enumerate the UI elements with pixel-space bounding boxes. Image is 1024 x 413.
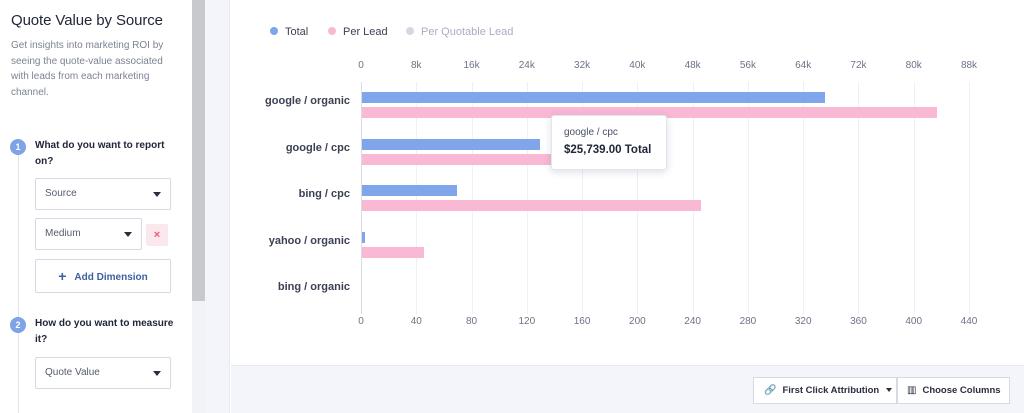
remove-dimension-button[interactable]: ×: [146, 224, 168, 246]
dimension-source-select[interactable]: Source: [35, 178, 171, 210]
bar-total-google-organic[interactable]: [362, 92, 825, 103]
step-2-title: How do you want to measure it?: [35, 318, 174, 345]
legend-label-per-lead: Per Lead: [343, 26, 388, 38]
chevron-down-icon: [153, 192, 161, 197]
scrollbar-thumb[interactable]: [192, 0, 205, 301]
chart-tooltip: google / cpc $25,739.00 Total: [551, 115, 667, 170]
top-axis-tick: 88k: [960, 60, 978, 71]
top-axis-tick: 32k: [574, 60, 591, 71]
bottom-axis-tick: 80: [465, 316, 478, 327]
step-1-title: What do you want to report on?: [35, 140, 165, 167]
step-1-badge: 1: [10, 139, 26, 155]
attribution-dropdown-button[interactable]: 🔗 First Click Attribution: [753, 377, 897, 404]
dimension-source-value: Source: [45, 188, 77, 199]
columns-icon: ▥: [907, 385, 917, 396]
legend-item-per-quotable-lead[interactable]: Per Quotable Lead: [406, 24, 513, 40]
choose-columns-button[interactable]: ▥ Choose Columns: [897, 377, 1010, 404]
chart-panel: [230, 0, 1024, 365]
top-axis-tick: 24k: [518, 60, 535, 71]
bottom-axis-tick: 120: [518, 316, 536, 327]
bottom-axis-tick: 240: [684, 316, 701, 327]
gridline: [969, 82, 970, 314]
bar-total-google-cpc[interactable]: [362, 138, 540, 150]
bottom-axis-tick: 160: [573, 316, 591, 327]
top-axis-tick: 40k: [629, 60, 646, 71]
bottom-axis-tick: 320: [794, 316, 812, 327]
bottom-axis-tick: 40: [410, 316, 422, 327]
bottom-axis-tick: 360: [850, 316, 867, 327]
bottom-axis-tick: 0: [358, 316, 364, 327]
panel-scrollbar[interactable]: [192, 0, 205, 413]
step-connector: [18, 150, 19, 413]
bar-per-lead-bing-cpc[interactable]: [362, 200, 701, 211]
step-2-badge: 2: [10, 317, 26, 333]
panel-description: Get insights into marketing ROI by seein…: [11, 40, 164, 98]
bottom-axis-tick: 280: [739, 316, 757, 327]
top-axis-tick: 8k: [410, 60, 422, 71]
gridline: [472, 82, 473, 314]
report-config-panel: Quote Value by Source Get insights into …: [0, 0, 192, 413]
tooltip-value: $25,739.00 Total: [564, 144, 652, 156]
category-label-yahoo-organic: yahoo / organic: [268, 234, 350, 247]
measure-value: Quote Value: [45, 367, 100, 378]
dimension-medium-select[interactable]: Medium: [35, 218, 142, 250]
plus-icon: +: [58, 268, 67, 284]
category-label-bing-organic: bing / organic: [277, 281, 350, 293]
category-axis-line: [361, 82, 362, 314]
gridline: [858, 82, 859, 314]
category-label-google-cpc: google / cpc: [285, 141, 350, 154]
bottom-axis-tick: 400: [905, 316, 923, 327]
legend-item-per-lead[interactable]: Per Lead: [328, 24, 388, 40]
chevron-down-icon: [886, 388, 893, 392]
measure-select[interactable]: Quote Value: [35, 357, 171, 389]
legend-dot-per-quotable-lead: [406, 27, 414, 35]
gridline: [582, 82, 583, 314]
chevron-down-icon: [153, 371, 161, 376]
category-label-google-organic: google / organic: [265, 95, 350, 107]
gridline: [693, 82, 694, 314]
panel-title: Quote Value by Source: [11, 12, 163, 29]
gridline: [637, 82, 638, 314]
top-axis-tick: 56k: [739, 60, 756, 71]
bar-per-lead-google-organic[interactable]: [362, 107, 937, 118]
attribution-label: First Click Attribution: [782, 385, 880, 396]
top-axis-tick: 48k: [684, 60, 701, 71]
gridline: [748, 82, 749, 314]
chevron-down-icon: [124, 232, 132, 237]
add-dimension-label: Add Dimension: [74, 272, 148, 283]
legend-label-total: Total: [285, 26, 309, 38]
content-gutter: [205, 0, 230, 413]
gridline: [914, 82, 915, 314]
choose-columns-label: Choose Columns: [922, 385, 1001, 396]
gridline: [803, 82, 804, 314]
bar-per-lead-yahoo-organic[interactable]: [362, 246, 425, 258]
tooltip-label: google / cpc: [564, 127, 618, 138]
top-axis-tick: 64k: [795, 60, 812, 71]
legend-label-per-quotable-lead: Per Quotable Lead: [421, 26, 514, 38]
add-dimension-button[interactable]: + Add Dimension: [35, 259, 171, 293]
bottom-axis-tick: 200: [629, 316, 646, 327]
top-axis-tick: 16k: [463, 60, 480, 71]
top-axis-tick: 72k: [850, 60, 867, 71]
bottom-axis-tick: 440: [960, 316, 978, 327]
gridline: [527, 82, 528, 314]
dimension-medium-value: Medium: [45, 228, 81, 239]
bar-total-bing-cpc[interactable]: [362, 185, 458, 196]
bar-per-lead-google-cpc[interactable]: [362, 153, 561, 165]
gridline: [416, 82, 417, 314]
legend-item-total[interactable]: Total: [270, 24, 308, 40]
top-axis-tick: 80k: [905, 60, 922, 71]
bar-total-yahoo-organic[interactable]: [362, 231, 365, 243]
legend-dot-per-lead: [328, 27, 336, 35]
legend-dot-total: [270, 27, 278, 35]
category-label-bing-cpc: bing / cpc: [298, 188, 350, 200]
top-axis-tick: 0: [358, 60, 364, 71]
link-icon: 🔗: [764, 385, 777, 396]
